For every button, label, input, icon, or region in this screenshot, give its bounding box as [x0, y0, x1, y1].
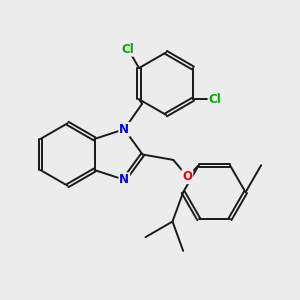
Text: N: N: [119, 173, 129, 186]
Text: Cl: Cl: [122, 43, 134, 56]
Text: Cl: Cl: [208, 93, 221, 106]
Text: N: N: [119, 123, 129, 136]
Text: O: O: [182, 170, 192, 183]
